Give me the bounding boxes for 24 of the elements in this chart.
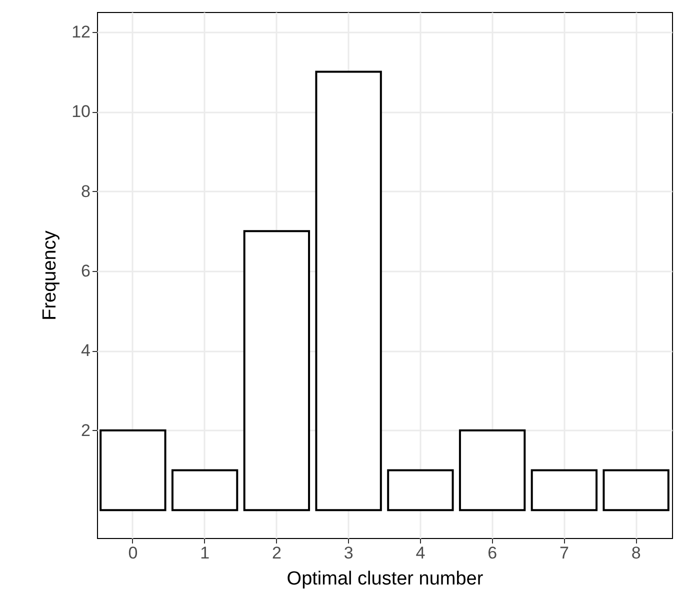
y-tick-label: 10 (72, 102, 90, 122)
bar (602, 469, 670, 512)
y-tick-label: 4 (81, 341, 90, 360)
y-tick-label: 6 (81, 262, 90, 281)
y-tick-label: 2 (81, 420, 90, 440)
x-tick-label: 0 (128, 544, 138, 562)
x-tick-label: 7 (559, 544, 569, 562)
bar (530, 469, 598, 512)
x-tick-label: 6 (488, 544, 498, 562)
y-tick-label: 8 (81, 182, 90, 201)
bar (243, 230, 310, 512)
x-axis-title: Optimal cluster number (286, 568, 484, 590)
y-axis-title: Frequency (40, 230, 61, 320)
bar (458, 429, 526, 512)
x-tick-label: 8 (631, 544, 641, 562)
bar (171, 469, 238, 512)
bar (387, 469, 454, 512)
y-tick-label: 12 (72, 22, 90, 42)
x-tick-label: 4 (416, 544, 426, 562)
bar (315, 70, 382, 512)
bar (100, 429, 166, 512)
x-tick-label: 1 (200, 544, 210, 562)
x-tick-label: 3 (344, 544, 354, 562)
x-tick-label: 2 (272, 544, 282, 562)
